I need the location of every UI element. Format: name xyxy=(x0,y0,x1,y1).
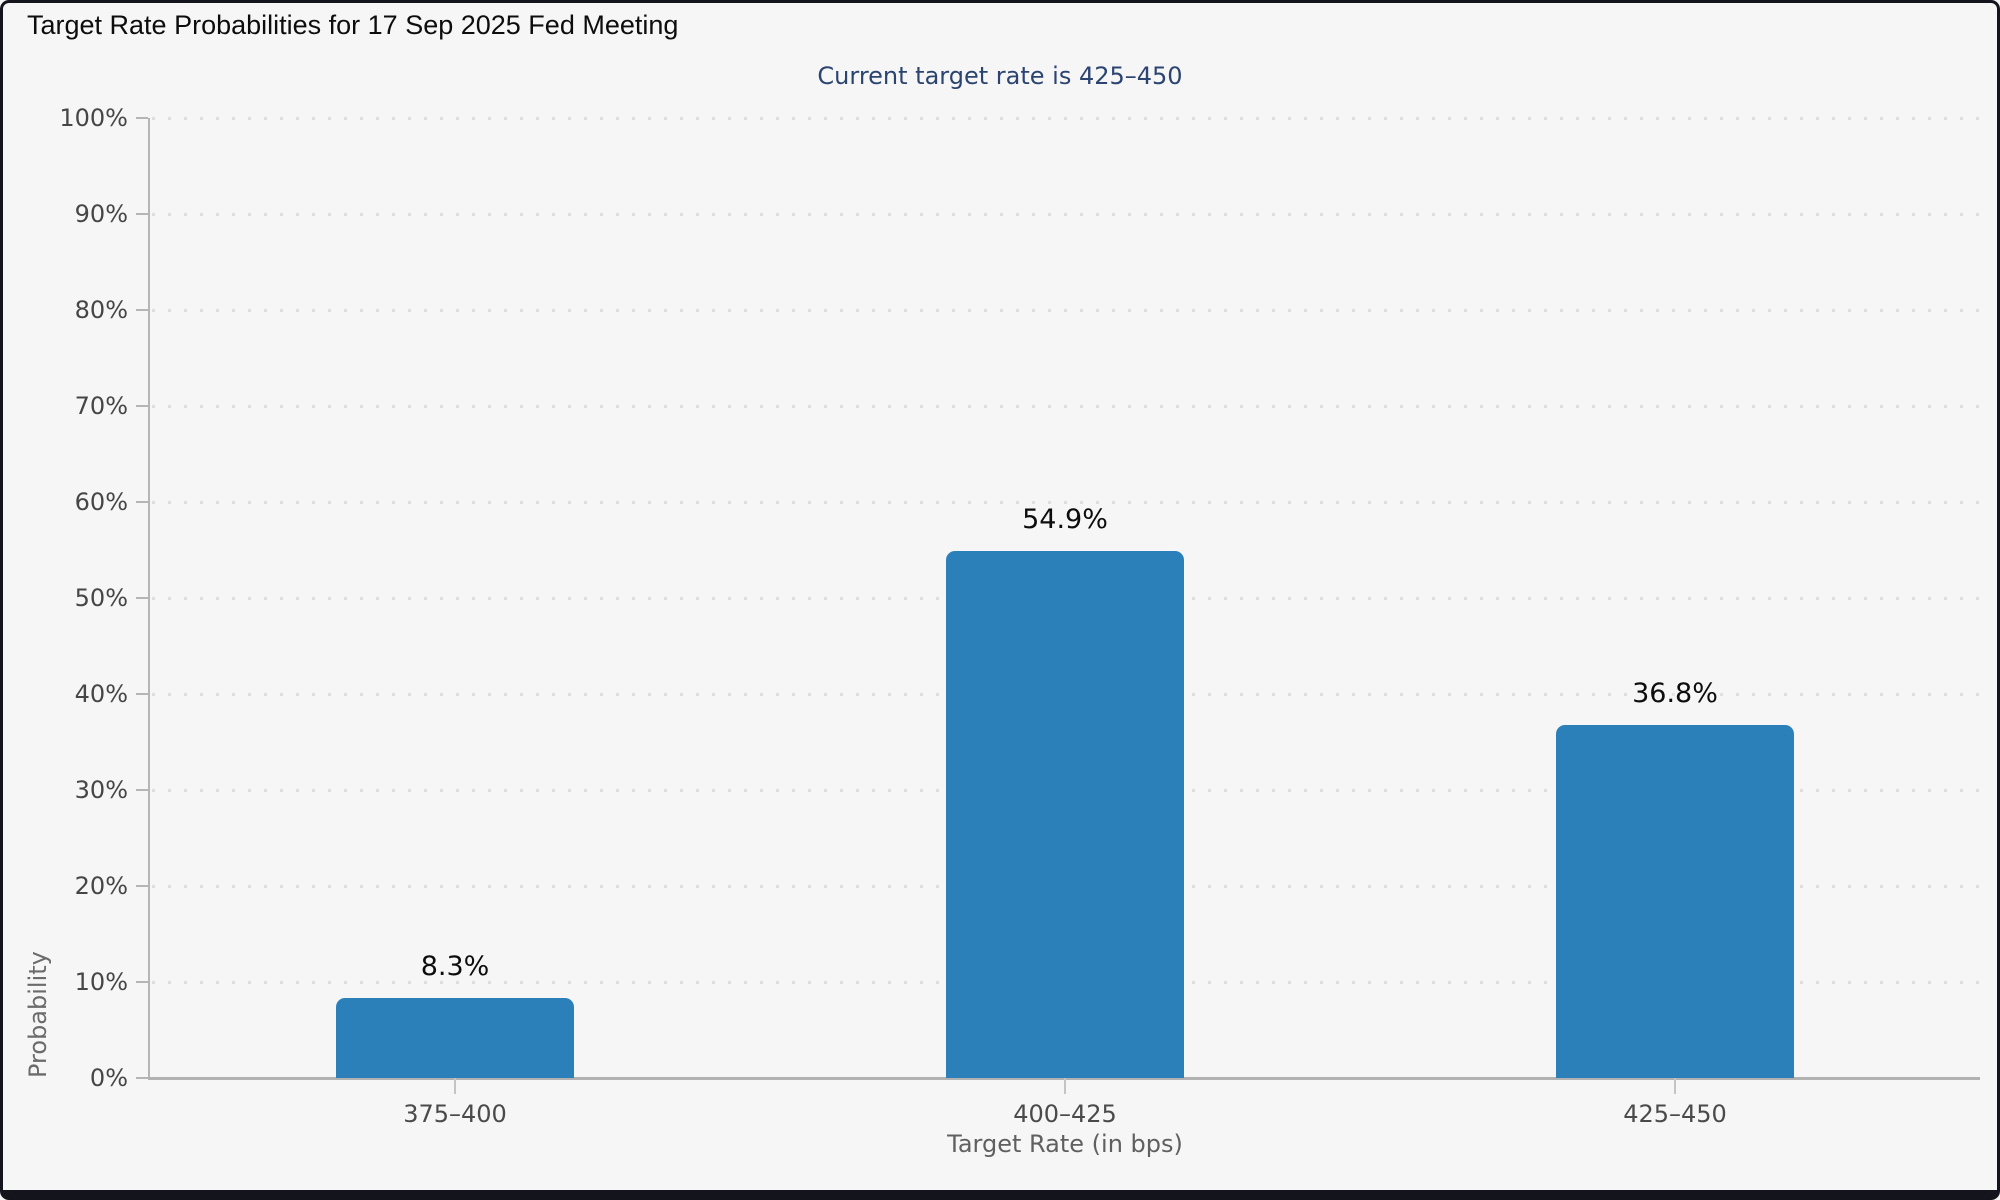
y-tick-60 xyxy=(136,501,148,503)
y-tick-label: 30% xyxy=(74,776,128,804)
x-tick-label: 375–400 xyxy=(403,1100,507,1128)
y-tick-label: 50% xyxy=(74,584,128,612)
y-tick-label: 10% xyxy=(74,968,128,996)
gridline-80 xyxy=(152,308,1980,312)
x-tick-label: 425–450 xyxy=(1623,1100,1727,1128)
x-tick-375–400 xyxy=(454,1078,456,1094)
y-tick-label: 0% xyxy=(89,1064,128,1092)
y-tick-label: 100% xyxy=(59,104,128,132)
y-tick-40 xyxy=(136,693,148,695)
bar-400–425[interactable] xyxy=(946,550,1184,1078)
y-axis-line xyxy=(148,118,150,1078)
gridline-60 xyxy=(152,500,1980,504)
plot-area: 0% 10% 20% 30% 40% 50% 60% 70% 80% 90% 100% 8.3% 375… xyxy=(59,104,1980,1128)
y-tick-label: 60% xyxy=(74,488,128,516)
y-tick-label: 40% xyxy=(74,680,128,708)
y-tick-100 xyxy=(136,117,148,119)
y-tick-70 xyxy=(136,405,148,407)
x-tick-label: 400–425 xyxy=(1013,1100,1117,1128)
gridline-70 xyxy=(152,404,1980,408)
y-tick-label: 90% xyxy=(74,200,128,228)
chart-title: Target Rate Probabilities for 17 Sep 202… xyxy=(27,10,679,40)
bar-375–400[interactable] xyxy=(336,998,574,1078)
bar-value-label: 54.9% xyxy=(1022,503,1108,535)
y-tick-label: 80% xyxy=(74,296,128,324)
gridline-90 xyxy=(152,212,1980,216)
y-tick-10 xyxy=(136,981,148,983)
x-axis-title: Target Rate (in bps) xyxy=(947,1130,1183,1158)
bar-value-label: 8.3% xyxy=(420,951,490,983)
gridline-100 xyxy=(152,116,1980,120)
x-tick-400–425 xyxy=(1064,1078,1066,1094)
y-tick-20 xyxy=(136,885,148,887)
y-tick-label: 70% xyxy=(74,392,128,420)
x-tick-425–450 xyxy=(1674,1078,1676,1094)
y-tick-label: 20% xyxy=(74,872,128,900)
bar-value-label: 36.8% xyxy=(1632,677,1718,709)
y-tick-0 xyxy=(136,1077,148,1079)
chart-subtitle: Current target rate is 425–450 xyxy=(817,62,1183,90)
bar-425–450[interactable] xyxy=(1556,724,1794,1078)
y-tick-50 xyxy=(136,597,148,599)
y-tick-80 xyxy=(136,309,148,311)
y-tick-90 xyxy=(136,213,148,215)
y-tick-30 xyxy=(136,789,148,791)
